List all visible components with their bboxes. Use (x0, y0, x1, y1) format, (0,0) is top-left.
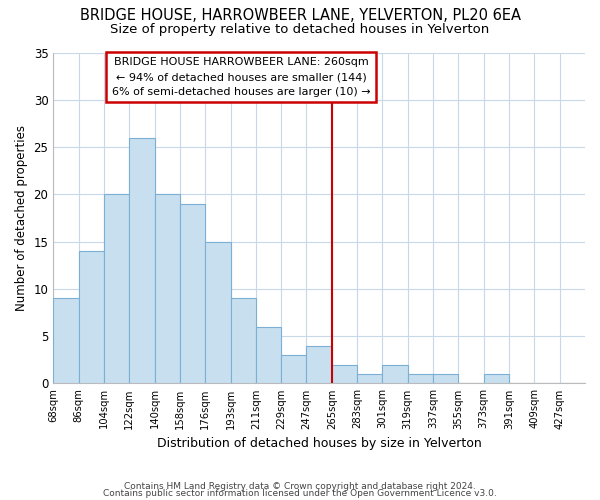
Bar (155, 194, 180, 384)
Bar (230, 298, 256, 384)
Text: Size of property relative to detached houses in Yelverton: Size of property relative to detached ho… (110, 22, 490, 36)
Bar (382, 364, 408, 384)
X-axis label: Distribution of detached houses by size in Yelverton: Distribution of detached houses by size … (157, 437, 482, 450)
Bar (307, 346, 332, 384)
Bar (180, 204, 205, 384)
Text: BRIDGE HOUSE HARROWBEER LANE: 260sqm
← 94% of detached houses are smaller (144)
: BRIDGE HOUSE HARROWBEER LANE: 260sqm ← 9… (112, 57, 371, 97)
Bar (484, 374, 509, 384)
Bar (53, 298, 79, 384)
Bar (433, 374, 458, 384)
Text: Contains HM Land Registry data © Crown copyright and database right 2024.: Contains HM Land Registry data © Crown c… (124, 482, 476, 491)
Bar (129, 138, 155, 384)
Bar (205, 242, 230, 384)
Bar (256, 326, 281, 384)
Bar (357, 374, 382, 384)
Y-axis label: Number of detached properties: Number of detached properties (15, 125, 28, 311)
Bar (408, 374, 433, 384)
Bar (79, 251, 104, 384)
Text: Contains public sector information licensed under the Open Government Licence v3: Contains public sector information licen… (103, 490, 497, 498)
Text: BRIDGE HOUSE, HARROWBEER LANE, YELVERTON, PL20 6EA: BRIDGE HOUSE, HARROWBEER LANE, YELVERTON… (79, 8, 521, 22)
Bar (104, 194, 129, 384)
Bar (332, 364, 357, 384)
Bar (281, 355, 307, 384)
